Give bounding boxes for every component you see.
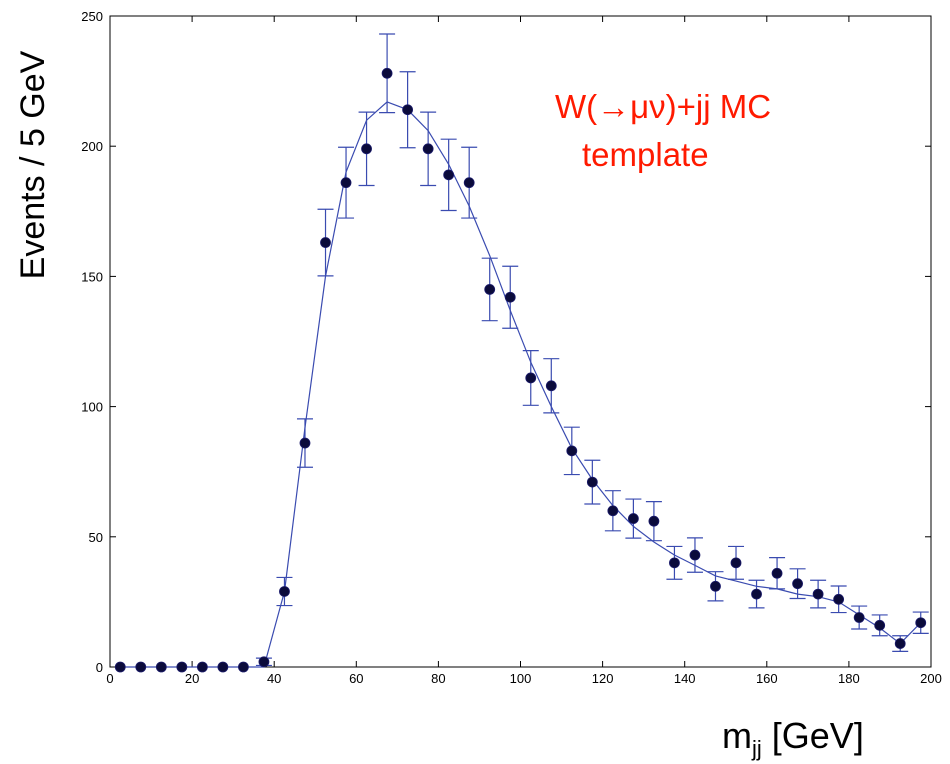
data-point: [484, 284, 496, 295]
data-point: [463, 177, 475, 189]
x-tick-label: 160: [756, 671, 778, 686]
data-point: [279, 586, 290, 597]
data-point: [320, 237, 331, 248]
data-point: [792, 578, 803, 590]
axes: [109, 15, 932, 668]
x-tick-label: 80: [431, 671, 445, 686]
data-point: [155, 661, 167, 673]
data-point: [114, 661, 126, 673]
fit-curve: [120, 101, 922, 668]
data-point: [751, 588, 762, 600]
y-tick-label: 150: [81, 269, 103, 284]
y-tick-label: 200: [81, 139, 103, 154]
data-point: [135, 661, 147, 673]
x-axis-label-unit: [GeV]: [772, 715, 864, 756]
data-point: [422, 143, 434, 155]
data-point: [894, 638, 906, 649]
data-point: [833, 593, 845, 605]
plot-frame: [109, 15, 932, 668]
data-point: [176, 661, 188, 673]
x-tick-label: 40: [267, 671, 281, 686]
data-point: [340, 177, 352, 189]
data-point: [730, 557, 742, 569]
data-point: [874, 619, 886, 631]
data-point: [504, 291, 516, 303]
x-axis-label-main: m: [722, 715, 752, 756]
x-tick-label: 0: [106, 671, 113, 686]
x-tick-label: 60: [349, 671, 363, 686]
data-point: [381, 67, 393, 79]
data-points: [114, 67, 927, 673]
data-point: [258, 656, 270, 668]
x-axis-label-sub: jj: [751, 736, 762, 761]
data-point: [196, 661, 208, 673]
data-point: [915, 617, 927, 629]
data-point: [771, 567, 783, 579]
y-tick-label: 0: [96, 660, 103, 675]
data-point: [586, 476, 598, 488]
x-tick-label: 180: [838, 671, 860, 686]
y-tick-label: 250: [81, 9, 103, 24]
error-bars: [255, 33, 929, 667]
data-point: [669, 557, 680, 569]
data-point: [812, 588, 824, 600]
data-point: [238, 661, 249, 673]
data-point: [545, 380, 557, 392]
x-tick-label: 100: [510, 671, 532, 686]
data-point: [627, 513, 639, 524]
data-point: [299, 437, 311, 449]
y-tick-label: 100: [81, 400, 103, 415]
data-point: [361, 143, 372, 155]
annotation-line-2: template: [582, 136, 709, 173]
data-point: [402, 104, 414, 116]
y-axis-label: Events / 5 GeV: [14, 50, 52, 279]
annotation-line-1: W(→μν)+jj MC: [555, 88, 771, 125]
data-point: [525, 372, 537, 384]
x-tick-label: 20: [185, 671, 199, 686]
data-point: [710, 580, 721, 592]
data-point: [566, 445, 578, 457]
x-axis-label: mjj [GeV]: [722, 715, 864, 761]
data-point: [443, 169, 455, 181]
y-tick-label: 50: [89, 530, 103, 545]
fit-line: [120, 101, 922, 668]
tick-labels: 0 20 40 60 80 100 120 140 160 180 200 0 50 100 150 200 2…: [81, 9, 942, 686]
data-point: [607, 505, 619, 517]
data-point: [648, 515, 660, 527]
data-point: [217, 661, 229, 673]
data-point: [853, 612, 865, 623]
x-tick-label: 140: [674, 671, 696, 686]
x-tick-label: 200: [920, 671, 942, 686]
data-point: [689, 549, 701, 561]
x-tick-label: 120: [592, 671, 614, 686]
